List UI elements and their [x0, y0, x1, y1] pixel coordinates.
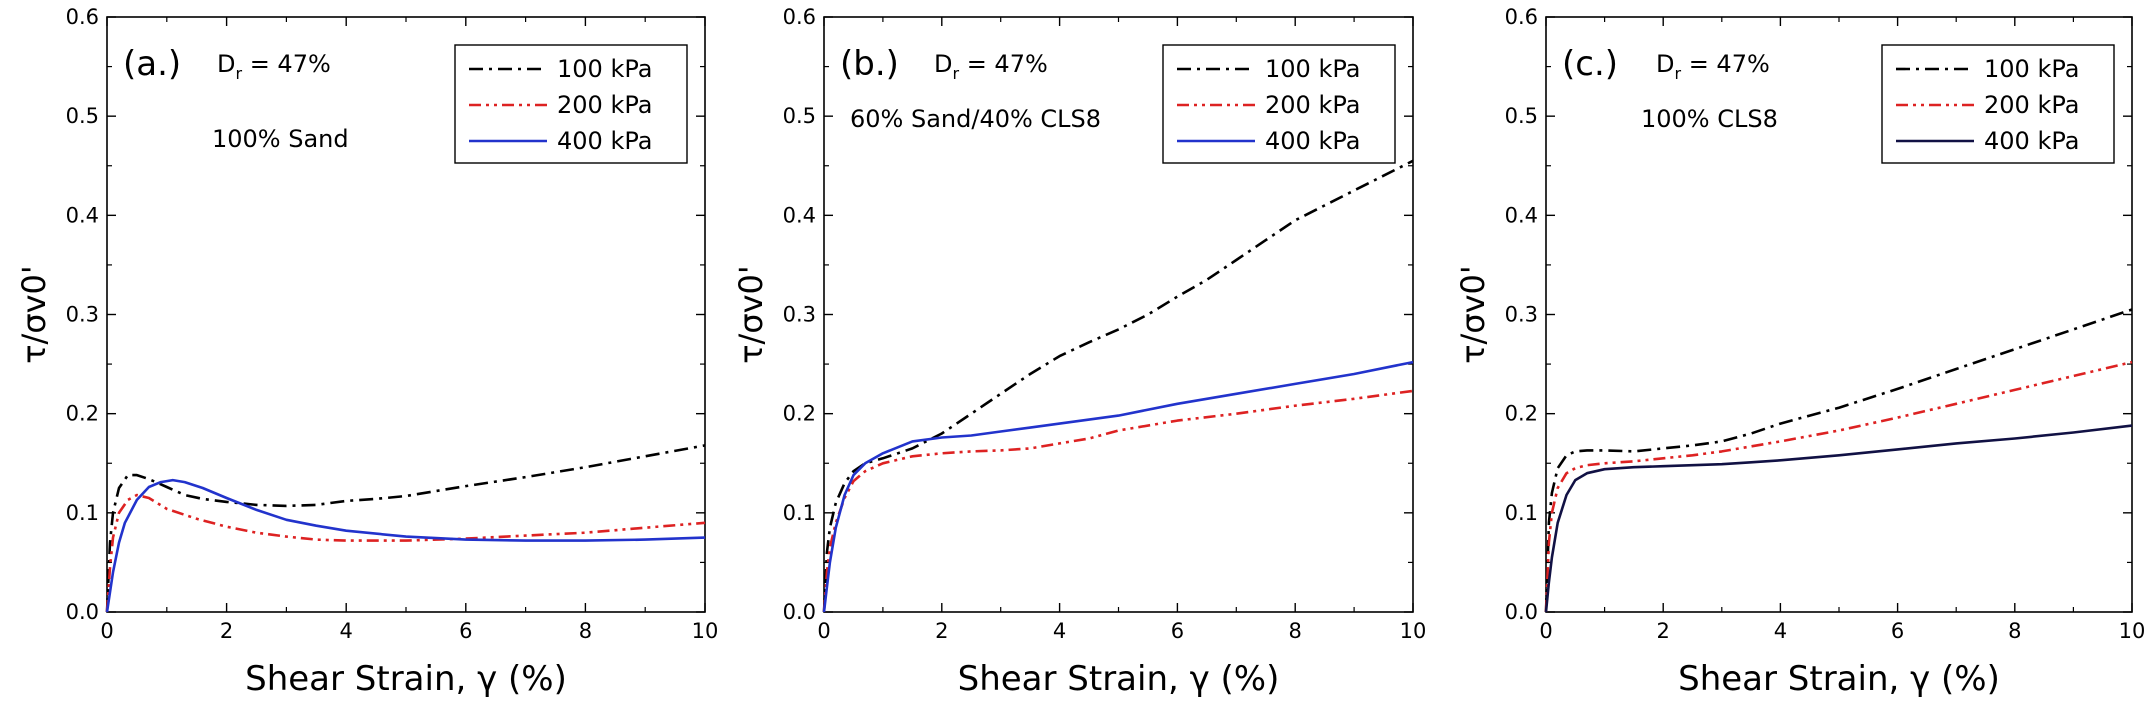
- panel-label: (a.): [123, 44, 181, 84]
- x-tick-label: 2: [220, 619, 233, 643]
- series-line-200-kpa: [1544, 360, 2133, 613]
- y-tick-label: 0.3: [783, 303, 816, 327]
- y-tick-label: 0.4: [783, 203, 816, 227]
- y-tick-label: 0.0: [783, 600, 816, 624]
- series-line-100-kpa: [1544, 308, 2133, 613]
- series-line-400-kpa: [822, 360, 1414, 613]
- legend-box: [1881, 44, 2115, 164]
- y-tick-label: 0.2: [1505, 402, 1538, 426]
- legend-label: 400 kPa: [1265, 127, 1360, 155]
- dr-subscript: r: [235, 64, 242, 83]
- x-tick-label: 10: [2119, 619, 2146, 643]
- y-tick-label: 0.6: [66, 5, 99, 29]
- x-axis-label: Shear Strain, γ (%): [245, 659, 567, 699]
- dr-value: = 47%: [242, 50, 331, 78]
- x-tick-label: 6: [1171, 619, 1184, 643]
- y-tick-label: 0.6: [783, 5, 816, 29]
- legend-box: [454, 44, 688, 164]
- x-tick-label: 0: [1539, 619, 1552, 643]
- y-axis-label: τ/σv0': [732, 265, 770, 363]
- y-tick-label: 0.0: [66, 600, 99, 624]
- y-tick-label: 0.1: [783, 501, 816, 525]
- x-tick-label: 6: [459, 619, 472, 643]
- chart-panel-b: 0 2 4 6 8 10 0.0 0.1 0.2 0.3 0.4 0.5 0.6 100 kPa 200 k…: [732, 5, 1426, 699]
- y-tick-label: 0.3: [1505, 303, 1538, 327]
- material-annotation: 100% CLS8: [1641, 105, 1778, 133]
- y-tick-label: 0.5: [66, 104, 99, 128]
- x-tick-label: 4: [1053, 619, 1066, 643]
- y-tick-label: 0.4: [66, 203, 99, 227]
- panel-label: (b.): [840, 44, 899, 84]
- legend-label: 100 kPa: [557, 55, 652, 83]
- x-axis-label: Shear Strain, γ (%): [1678, 659, 2000, 699]
- series-line-400-kpa: [105, 478, 706, 613]
- y-axis-label: τ/σv0': [15, 265, 53, 363]
- dr-base: D: [1656, 50, 1674, 78]
- dr-subscript: r: [1674, 64, 1681, 83]
- relative-density-label: Dr = 47%: [934, 50, 1048, 83]
- x-tick-label: 8: [1289, 619, 1302, 643]
- dr-subscript: r: [952, 64, 959, 83]
- y-tick-label: 0.5: [783, 104, 816, 128]
- y-tick-label: 0.3: [66, 303, 99, 327]
- legend-box: [1162, 44, 1396, 164]
- series-line-100-kpa: [822, 159, 1414, 613]
- chart-panel-a: 0 2 4 6 8 10 0.0 0.1 0.2 0.3 0.4 0.5 0.6 100 kPa 200 k…: [15, 5, 718, 699]
- legend: 100 kPa 200 kPa 400 kPa: [454, 44, 688, 164]
- chart-panel-c: 0 2 4 6 8 10 0.0 0.1 0.2 0.3 0.4 0.5 0.6 100 kPa 200 k…: [1454, 5, 2145, 699]
- legend-label: 400 kPa: [1984, 127, 2079, 155]
- relative-density-label: Dr = 47%: [217, 50, 331, 83]
- dr-base: D: [934, 50, 952, 78]
- legend: 100 kPa 200 kPa 400 kPa: [1162, 44, 1396, 164]
- y-tick-label: 0.5: [1505, 104, 1538, 128]
- material-annotation: 100% Sand: [212, 125, 349, 153]
- x-tick-label: 4: [1774, 619, 1787, 643]
- y-tick-label: 0.1: [66, 501, 99, 525]
- series-line-100-kpa: [105, 444, 706, 613]
- dr-value: = 47%: [1681, 50, 1770, 78]
- legend-label: 100 kPa: [1265, 55, 1360, 83]
- y-axis-label: τ/σv0': [1454, 265, 1492, 363]
- y-tick-label: 0.6: [1505, 5, 1538, 29]
- series-line-200-kpa: [105, 493, 706, 613]
- legend-label: 200 kPa: [557, 91, 652, 119]
- x-tick-label: 2: [1657, 619, 1670, 643]
- legend-label: 400 kPa: [557, 127, 652, 155]
- y-tick-label: 0.2: [66, 402, 99, 426]
- x-tick-label: 4: [340, 619, 353, 643]
- relative-density-label: Dr = 47%: [1656, 50, 1770, 83]
- series-line-200-kpa: [822, 389, 1414, 613]
- x-tick-label: 10: [692, 619, 719, 643]
- legend-label: 200 kPa: [1265, 91, 1360, 119]
- series-line-400-kpa: [1544, 424, 2133, 613]
- x-tick-label: 10: [1400, 619, 1427, 643]
- y-tick-label: 0.4: [1505, 203, 1538, 227]
- y-tick-label: 0.0: [1505, 600, 1538, 624]
- x-tick-label: 2: [935, 619, 948, 643]
- legend-label: 200 kPa: [1984, 91, 2079, 119]
- x-tick-label: 6: [1891, 619, 1904, 643]
- legend-label: 100 kPa: [1984, 55, 2079, 83]
- legend: 100 kPa 200 kPa 400 kPa: [1881, 44, 2115, 164]
- material-annotation: 60% Sand/40% CLS8: [850, 105, 1101, 133]
- dr-base: D: [217, 50, 235, 78]
- x-tick-label: 8: [2008, 619, 2021, 643]
- x-axis-label: Shear Strain, γ (%): [958, 659, 1280, 699]
- y-tick-label: 0.1: [1505, 501, 1538, 525]
- y-tick-label: 0.2: [783, 402, 816, 426]
- x-tick-label: 0: [817, 619, 830, 643]
- panel-label: (c.): [1562, 44, 1618, 84]
- dr-value: = 47%: [959, 50, 1048, 78]
- x-tick-label: 8: [579, 619, 592, 643]
- x-tick-label: 0: [100, 619, 113, 643]
